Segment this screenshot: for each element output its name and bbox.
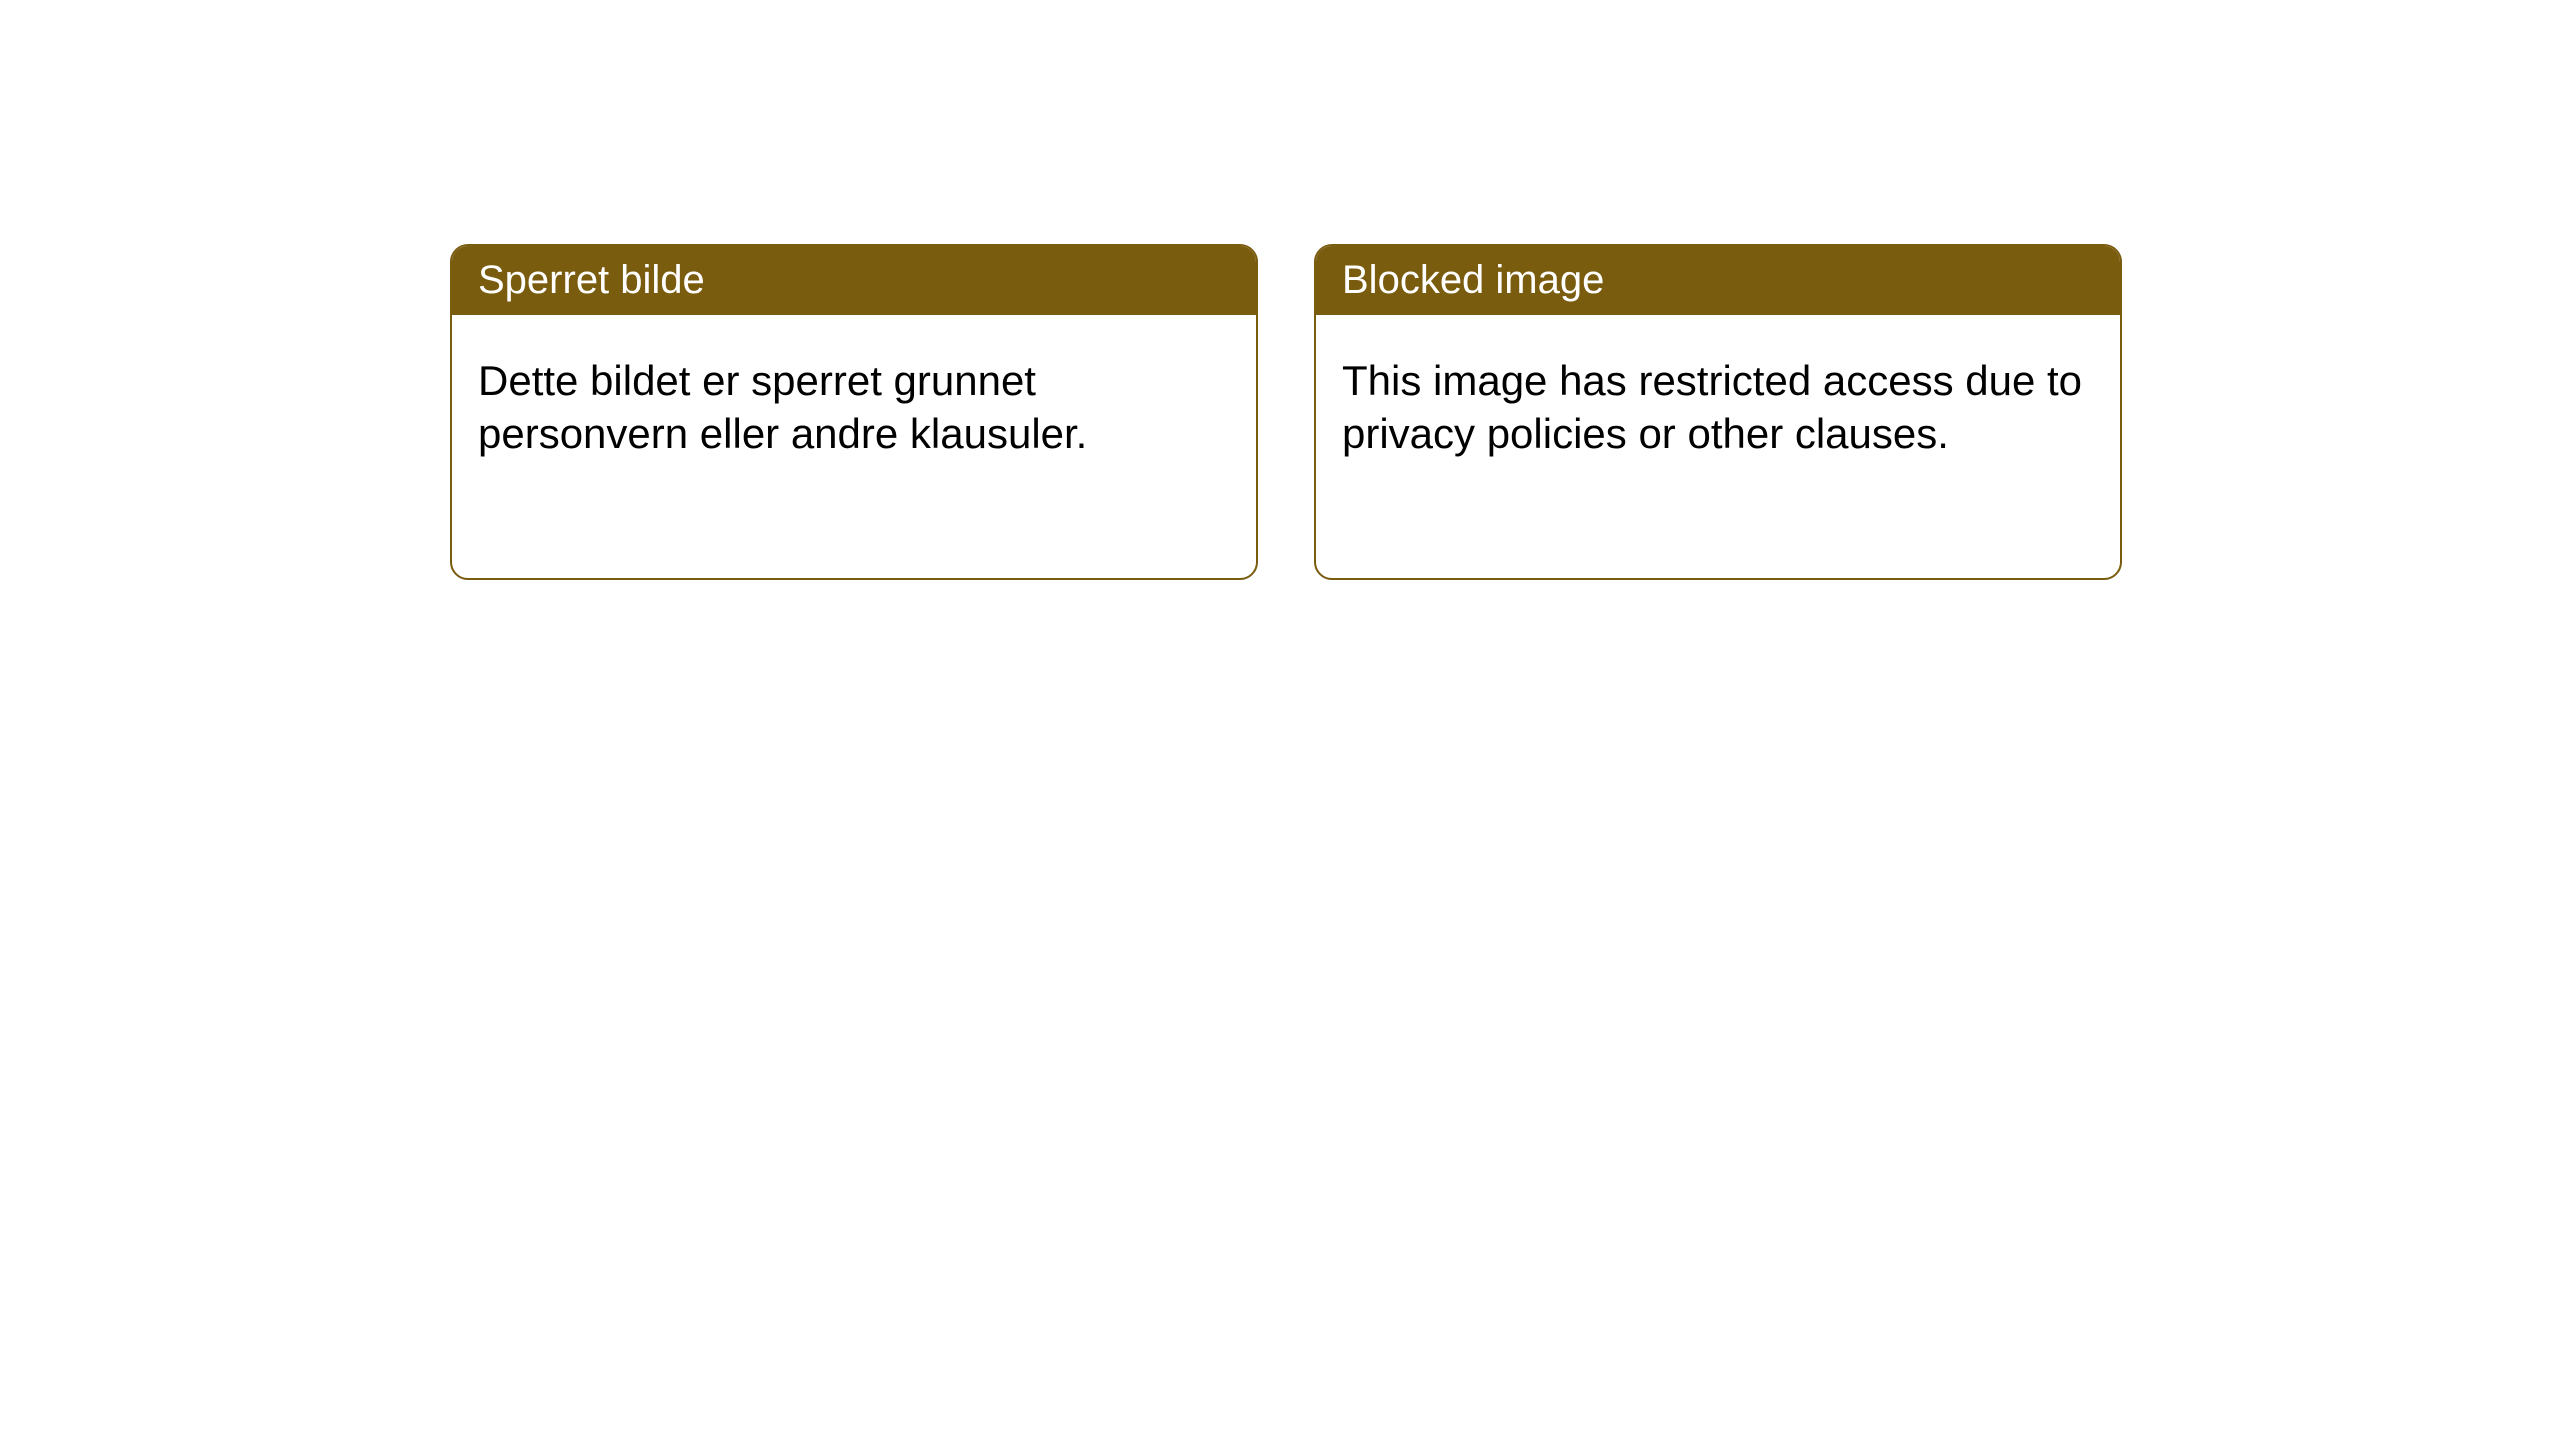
card-header-no: Sperret bilde: [452, 246, 1256, 315]
card-title-en: Blocked image: [1342, 258, 1604, 302]
card-body-text-en: This image has restricted access due to …: [1342, 357, 2082, 457]
blocked-image-card-en: Blocked image This image has restricted …: [1314, 244, 2122, 580]
cards-container: Sperret bilde Dette bildet er sperret gr…: [450, 244, 2122, 580]
card-body-no: Dette bildet er sperret grunnet personve…: [452, 315, 1256, 500]
card-header-en: Blocked image: [1316, 246, 2120, 315]
card-body-text-no: Dette bildet er sperret grunnet personve…: [478, 357, 1087, 457]
blocked-image-card-no: Sperret bilde Dette bildet er sperret gr…: [450, 244, 1258, 580]
card-body-en: This image has restricted access due to …: [1316, 315, 2120, 500]
card-title-no: Sperret bilde: [478, 258, 705, 302]
